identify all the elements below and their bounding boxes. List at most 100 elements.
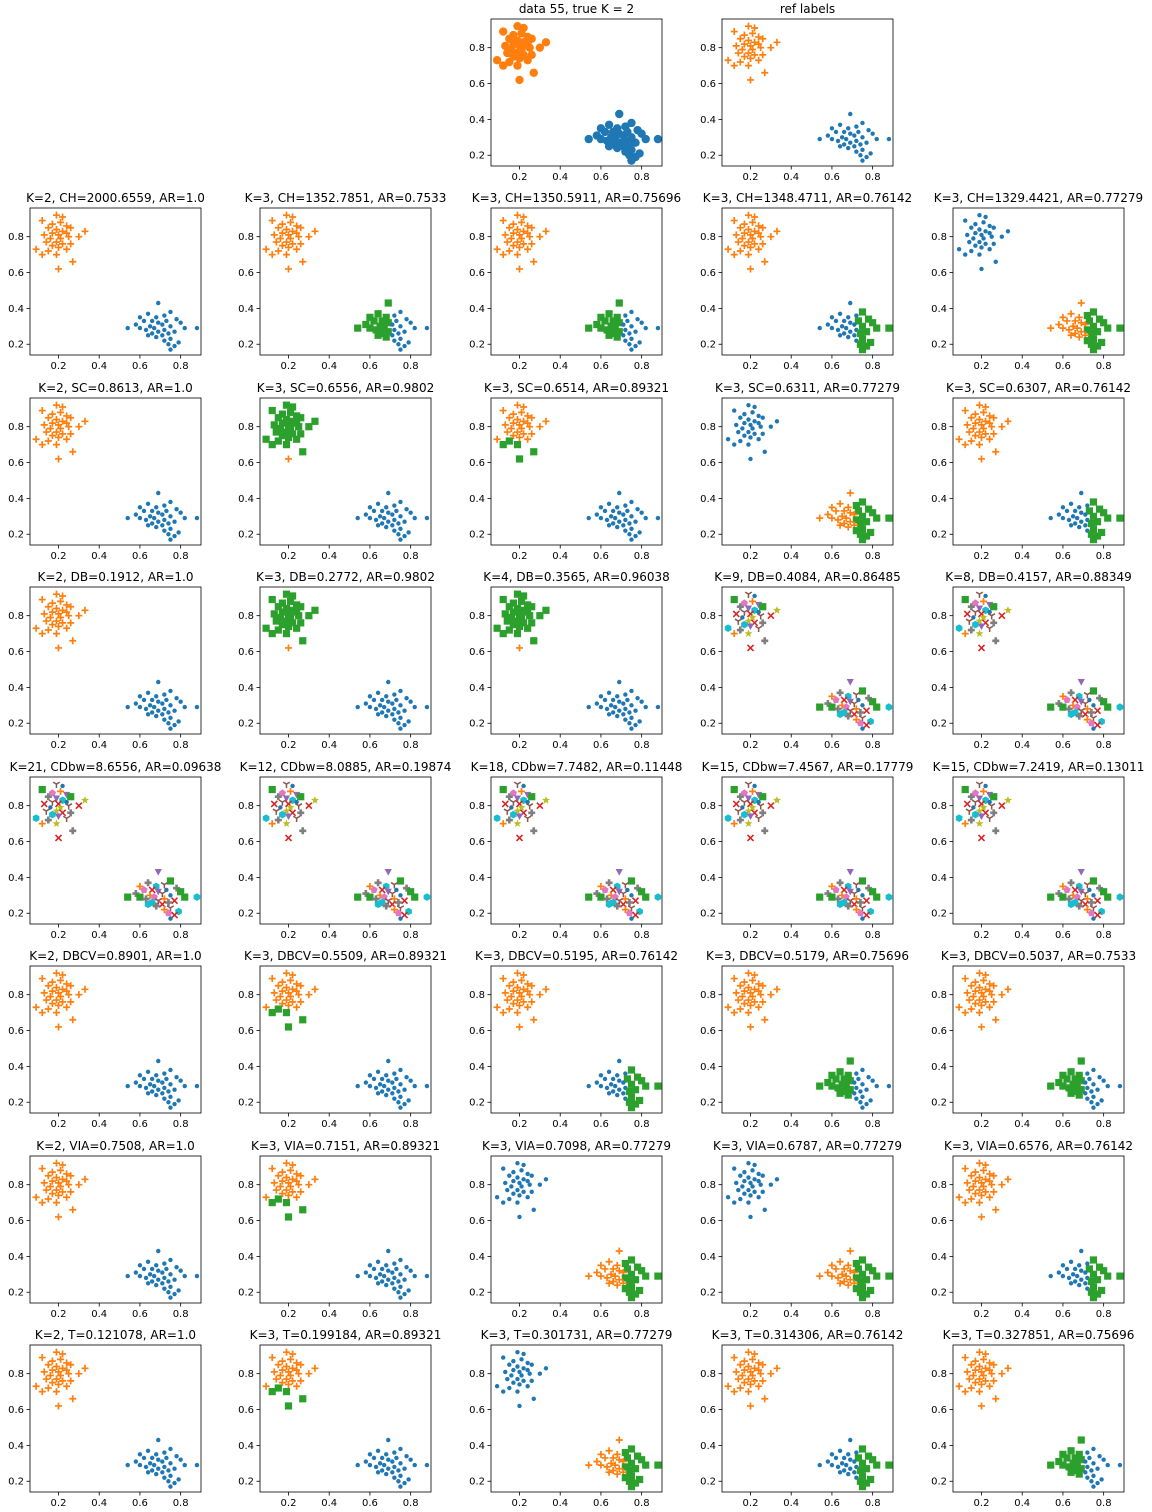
data-point [1063, 886, 1071, 893]
axes-frame [490, 397, 663, 546]
data-point [509, 410, 517, 418]
data-point [1074, 1273, 1080, 1279]
data-point [513, 795, 522, 803]
data-point [744, 1348, 752, 1356]
data-point [402, 1466, 407, 1471]
subplot-title: K=3, T=0.199184, AR=0.89321 [249, 1328, 442, 1342]
scatter-subplot: 0.2 0.4 0.6 0.80.20.40.60.8 [469, 586, 663, 751]
data-point [972, 810, 979, 819]
x-tick-label: 0.4 [783, 1309, 799, 1320]
data-point [390, 512, 395, 517]
data-point [515, 1364, 520, 1369]
data-point [505, 626, 513, 634]
data-point [390, 523, 395, 528]
data-point [143, 1275, 149, 1281]
data-point [366, 313, 374, 321]
data-point [627, 342, 632, 347]
data-point [52, 211, 60, 219]
data-point [1085, 1085, 1090, 1091]
data-point [392, 503, 397, 508]
data-point [1077, 328, 1085, 336]
x-tick-label: 0.2 [512, 740, 528, 751]
data-point [518, 992, 526, 1000]
data-point [971, 432, 979, 440]
data-point [846, 679, 854, 686]
data-point [278, 432, 286, 440]
y-tick-label: 0.4 [238, 873, 254, 884]
data-point [1079, 490, 1084, 496]
data-point [278, 410, 286, 418]
y-tick-label: 0.4 [700, 1441, 716, 1452]
axes-frame [259, 965, 432, 1114]
data-point [503, 238, 511, 246]
data-point [834, 1084, 842, 1092]
data-point [513, 630, 522, 638]
data-point [390, 322, 395, 327]
y-tick-label: 0.8 [700, 1180, 716, 1191]
data-point [1059, 882, 1067, 890]
data-point [162, 706, 167, 712]
data-point [75, 1370, 83, 1378]
data-point [631, 911, 640, 919]
data-point [961, 441, 969, 449]
data-point [832, 1265, 840, 1273]
data-point [1083, 1470, 1088, 1475]
data-point [52, 996, 60, 1004]
data-point [499, 27, 508, 36]
subplot-title: K=3, SC=0.6311, AR=0.77279 [714, 381, 901, 395]
data-point [873, 1461, 881, 1469]
x-tick-label: 0.8 [865, 361, 881, 372]
data-point [612, 515, 618, 521]
data-point [1098, 1286, 1106, 1295]
axes-frame [490, 1155, 663, 1304]
y-tick-label: 0.8 [469, 232, 485, 243]
data-point [744, 984, 752, 992]
data-point [536, 991, 544, 999]
data-point [156, 329, 161, 334]
data-point [274, 1172, 282, 1180]
x-tick-label: 0.2 [281, 361, 297, 372]
data-point [274, 982, 282, 990]
data-point [511, 1191, 516, 1196]
data-point [1095, 1101, 1100, 1107]
data-point [998, 991, 1006, 999]
subplot-title: K=21, CDbw=8.6556, AR=0.09638 [9, 760, 222, 774]
scatter-subplot: 0.2 0.4 0.6 0.80.20.40.60.8 [931, 586, 1125, 751]
y-tick-label: 0.2 [700, 530, 716, 541]
data-point [1004, 985, 1012, 993]
data-point [145, 501, 151, 506]
data-point [1083, 906, 1091, 914]
data-point [282, 226, 290, 234]
data-point [621, 881, 630, 889]
subplot-title: K=9, DB=0.4084, AR=0.86485 [714, 570, 901, 584]
x-tick-label: 0.6 [1055, 930, 1071, 941]
data-point [1004, 1364, 1012, 1372]
data-point [125, 325, 130, 331]
data-point [610, 508, 616, 514]
data-point [162, 338, 167, 343]
data-point [398, 916, 403, 921]
data-point [862, 342, 871, 350]
data-point [748, 422, 753, 428]
y-tick-label: 0.2 [700, 1288, 716, 1299]
y-tick-label: 0.6 [700, 647, 716, 658]
data-point [975, 1348, 983, 1356]
data-point [1097, 1074, 1102, 1080]
data-point [392, 1071, 397, 1076]
data-point [299, 258, 307, 266]
data-point [852, 322, 857, 327]
data-point [1091, 916, 1096, 921]
y-tick-label: 0.8 [8, 422, 24, 433]
data-point [610, 1089, 616, 1094]
data-point [57, 613, 65, 621]
data-point [282, 1363, 290, 1371]
data-point [621, 333, 626, 338]
data-point [1077, 1263, 1082, 1268]
data-point [844, 503, 852, 511]
data-point [513, 441, 522, 449]
data-point [873, 893, 881, 901]
data-point [38, 217, 46, 225]
data-point [748, 1193, 753, 1198]
data-point [844, 1071, 852, 1079]
data-point [406, 530, 411, 535]
